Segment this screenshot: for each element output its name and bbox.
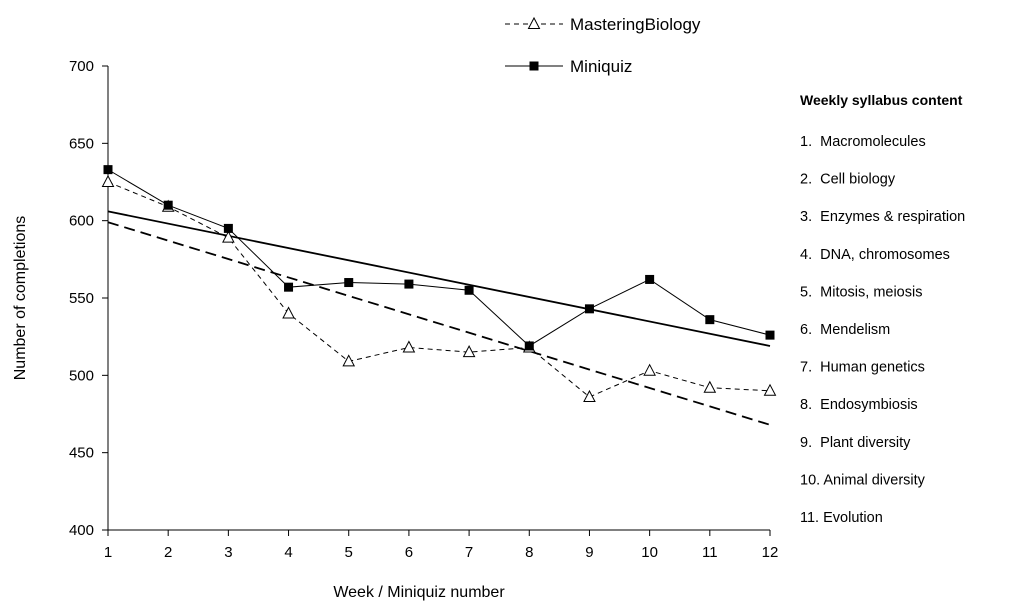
x-tick-label: 10 xyxy=(641,544,658,561)
x-axis-title: Week / Miniquiz number xyxy=(333,584,505,601)
point-masteringbiology xyxy=(583,389,596,402)
syllabus-item: 9. Plant diversity xyxy=(800,435,911,451)
point-masteringbiology xyxy=(703,380,717,393)
syllabus-item: 10. Animal diversity xyxy=(800,472,926,488)
x-tick-label: 9 xyxy=(585,544,593,561)
x-tick-label: 5 xyxy=(345,544,353,561)
syllabus-item: 1. Macromolecules xyxy=(800,134,926,150)
series-line-masteringbiology xyxy=(107,181,771,398)
syllabus-item: 4. DNA, chromosomes xyxy=(800,247,950,263)
trendline-miniquiz xyxy=(107,210,771,347)
point-masteringbiology xyxy=(222,230,235,243)
point-masteringbiology xyxy=(101,174,115,187)
legend-label-masteringbiology: MasteringBiology xyxy=(570,15,701,34)
syllabus-item: 3. Enzymes & respiration xyxy=(800,209,965,225)
point-masteringbiology xyxy=(763,383,777,396)
point-miniquiz xyxy=(705,315,715,325)
legend-marker-miniquiz xyxy=(529,61,539,71)
point-masteringbiology xyxy=(402,340,416,353)
y-tick-label: 400 xyxy=(69,522,94,539)
point-miniquiz xyxy=(103,165,113,175)
syllabus-item: 2. Cell biology xyxy=(800,172,896,188)
syllabus-panel: Weekly syllabus content 1. Macromolecules… xyxy=(800,92,965,526)
y-tick-label: 500 xyxy=(69,367,94,384)
point-miniquiz xyxy=(284,282,294,292)
markers xyxy=(101,165,777,402)
syllabus-item: 8. Endosymbiosis xyxy=(800,397,918,413)
legend-marker-masteringbiology xyxy=(527,16,541,29)
x-tick-label: 1 xyxy=(104,544,112,561)
point-masteringbiology xyxy=(282,306,295,319)
x-tick-label: 4 xyxy=(284,544,292,561)
syllabus-title: Weekly syllabus content xyxy=(800,92,963,108)
point-masteringbiology xyxy=(643,363,656,376)
x-tick-label: 12 xyxy=(762,544,779,561)
point-miniquiz xyxy=(223,223,233,233)
trendline-masteringbiology xyxy=(107,221,771,426)
trendlines xyxy=(107,210,771,426)
point-miniquiz xyxy=(645,274,655,284)
y-tick-label: 550 xyxy=(69,290,94,307)
x-tick-label: 11 xyxy=(702,544,718,561)
series-lines xyxy=(107,169,771,398)
y-tick-label: 700 xyxy=(69,58,94,75)
point-miniquiz xyxy=(344,278,354,288)
y-tick-label: 600 xyxy=(69,213,94,230)
syllabus-item: 7. Human genetics xyxy=(800,360,925,376)
syllabus-item: 11. Evolution xyxy=(800,510,883,526)
series-line-miniquiz xyxy=(107,169,771,347)
y-tick-label: 650 xyxy=(69,135,94,152)
x-tick-label: 7 xyxy=(465,544,473,561)
point-miniquiz xyxy=(404,279,414,289)
x-tick-label: 6 xyxy=(405,544,413,561)
syllabus-item: 6. Mendelism xyxy=(800,322,890,338)
legend: MasteringBiology Miniquiz xyxy=(505,15,701,76)
y-axis-title: Number of completions xyxy=(12,216,29,381)
point-miniquiz xyxy=(163,200,173,210)
point-miniquiz xyxy=(584,304,594,314)
point-masteringbiology xyxy=(462,345,476,358)
x-tick-label: 8 xyxy=(525,544,533,561)
point-miniquiz xyxy=(765,330,775,340)
point-miniquiz xyxy=(464,285,474,295)
syllabus-item: 5. Mitosis, meiosis xyxy=(800,284,922,300)
point-miniquiz xyxy=(524,341,534,351)
y-tick-label: 450 xyxy=(69,445,94,462)
point-masteringbiology xyxy=(342,354,356,367)
x-tick-label: 2 xyxy=(164,544,172,561)
x-tick-label: 3 xyxy=(224,544,232,561)
legend-label-miniquiz: Miniquiz xyxy=(570,57,632,76)
